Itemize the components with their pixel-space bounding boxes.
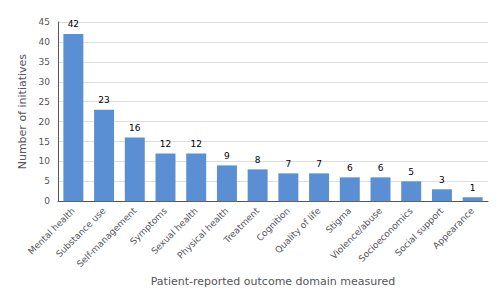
svg-text:Violence/abuse: Violence/abuse — [329, 205, 385, 261]
svg-text:Treatment: Treatment — [221, 205, 261, 245]
svg-text:Sexual health: Sexual health — [149, 205, 200, 257]
svg-text:Social support: Social support — [393, 205, 446, 258]
svg-text:1: 1 — [470, 183, 476, 193]
svg-text:Appearance: Appearance — [431, 205, 477, 251]
svg-text:6: 6 — [347, 163, 353, 173]
svg-text:Symptoms: Symptoms — [128, 205, 169, 247]
svg-text:6: 6 — [378, 163, 384, 173]
svg-text:5: 5 — [44, 176, 50, 186]
svg-text:12: 12 — [190, 139, 201, 149]
svg-text:8: 8 — [255, 155, 261, 165]
svg-text:25: 25 — [39, 97, 50, 107]
svg-text:23: 23 — [98, 95, 109, 105]
svg-text:Substance use: Substance use — [54, 205, 108, 260]
svg-text:35: 35 — [39, 57, 50, 67]
svg-text:Physical health: Physical health — [175, 206, 230, 261]
svg-text:15: 15 — [39, 137, 50, 147]
svg-text:20: 20 — [39, 117, 51, 127]
svg-text:40: 40 — [39, 37, 51, 47]
svg-text:12: 12 — [160, 139, 171, 149]
svg-text:7: 7 — [316, 159, 322, 169]
svg-text:9: 9 — [224, 151, 230, 161]
svg-text:3: 3 — [439, 175, 445, 185]
svg-text:45: 45 — [39, 17, 50, 27]
svg-text:Patient-reported outcome domai: Patient-reported outcome domain measured — [151, 275, 396, 288]
svg-text:Socioeconomics: Socioeconomics — [357, 205, 415, 263]
svg-text:30: 30 — [39, 77, 51, 87]
svg-text:0: 0 — [44, 196, 50, 206]
svg-text:Cognition: Cognition — [254, 205, 292, 244]
svg-text:Number of initiatives: Number of initiatives — [16, 54, 29, 170]
svg-text:42: 42 — [68, 19, 79, 29]
svg-text:Self-management: Self-management — [74, 205, 139, 270]
svg-text:Quality of life: Quality of life — [273, 205, 323, 255]
svg-text:16: 16 — [129, 123, 141, 133]
svg-text:5: 5 — [408, 167, 414, 177]
svg-text:Stigma: Stigma — [324, 206, 353, 235]
svg-text:10: 10 — [39, 156, 51, 166]
svg-text:7: 7 — [285, 159, 291, 169]
svg-text:Mental health: Mental health — [26, 205, 77, 257]
